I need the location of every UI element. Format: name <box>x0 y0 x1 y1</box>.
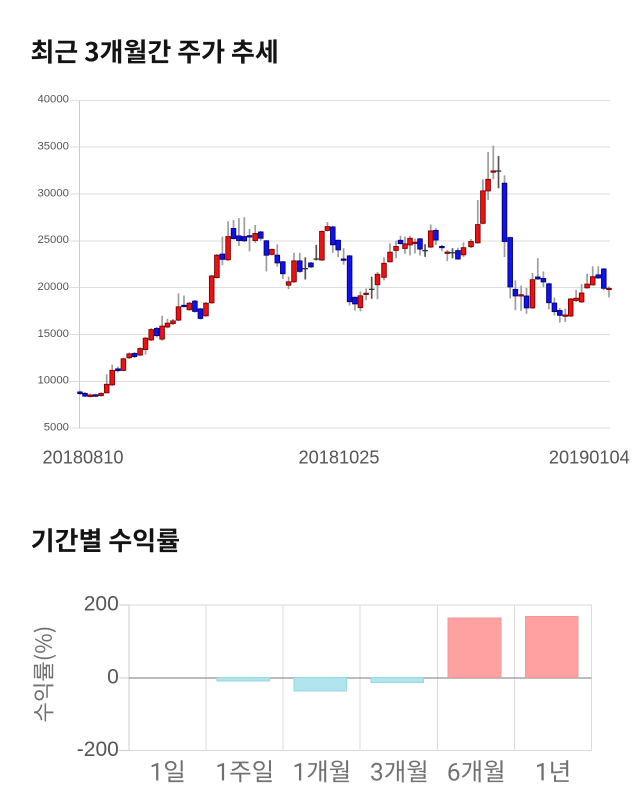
svg-text:15000: 15000 <box>37 328 68 340</box>
svg-text:40000: 40000 <box>37 94 68 106</box>
svg-text:20190104: 20190104 <box>549 447 630 467</box>
svg-text:200: 200 <box>84 593 119 616</box>
svg-text:20181025: 20181025 <box>299 447 380 467</box>
svg-text:5000: 5000 <box>44 422 69 434</box>
svg-text:20000: 20000 <box>37 281 68 293</box>
svg-text:20180810: 20180810 <box>43 447 124 467</box>
svg-text:-200: -200 <box>77 738 119 761</box>
svg-text:0: 0 <box>107 665 119 688</box>
svg-text:30000: 30000 <box>37 187 68 199</box>
svg-text:10000: 10000 <box>37 375 68 387</box>
svg-text:25000: 25000 <box>37 234 68 246</box>
svg-text:35000: 35000 <box>37 141 68 153</box>
